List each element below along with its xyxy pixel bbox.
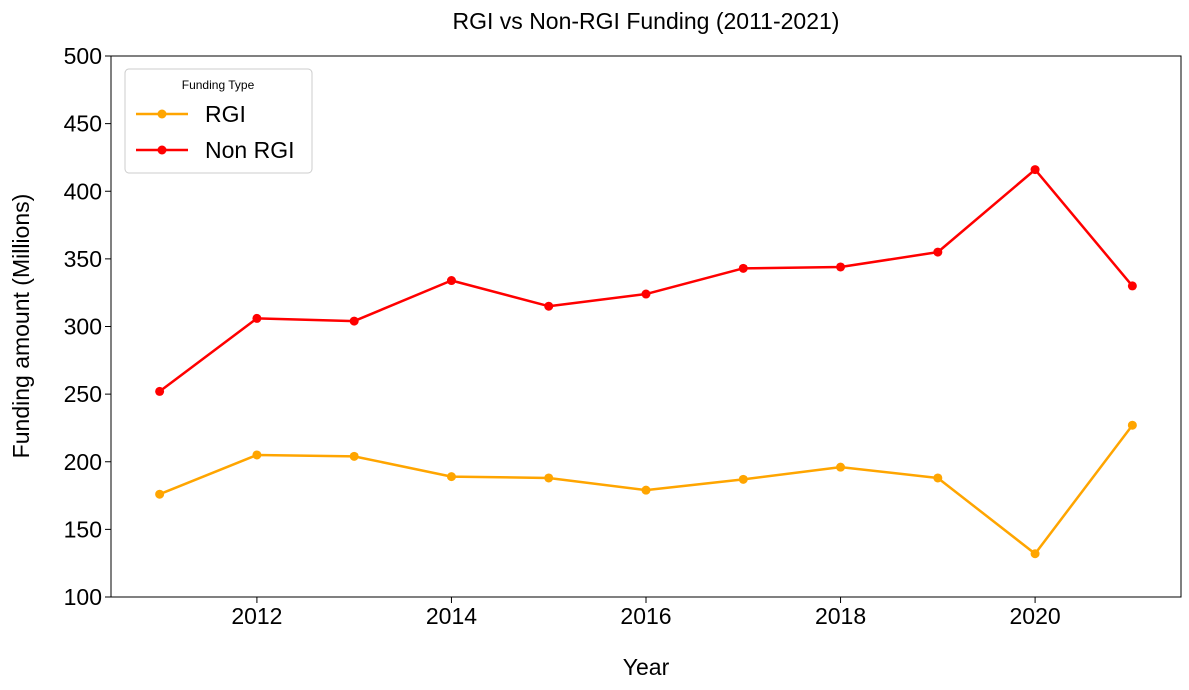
data-point [641, 485, 651, 495]
series-layer [155, 165, 1137, 559]
data-point [1127, 420, 1137, 430]
data-point [349, 316, 359, 326]
x-tick-label: 2020 [1010, 603, 1061, 629]
data-point [446, 276, 456, 286]
data-point [155, 386, 165, 396]
y-tick-label: 150 [64, 516, 102, 542]
legend-marker [157, 109, 167, 119]
x-tick-label: 2014 [426, 603, 477, 629]
y-tick-label: 100 [64, 584, 102, 610]
legend-title: Funding Type [182, 78, 255, 92]
data-point [933, 473, 943, 483]
data-point [1127, 281, 1137, 291]
data-point [544, 473, 554, 483]
y-tick-label: 450 [64, 111, 102, 137]
data-point [349, 451, 359, 461]
data-point [446, 472, 456, 482]
series-line [158, 168, 1134, 393]
x-axis: 2012 2014 2016 2018 2020 [231, 597, 1061, 629]
chart-title: RGI vs Non-RGI Funding (2011-2021) [453, 8, 840, 34]
y-tick-label: 300 [64, 314, 102, 340]
x-axis-label: Year [623, 654, 670, 680]
data-point [738, 263, 748, 273]
y-tick-label: 200 [64, 449, 102, 475]
y-tick-label: 500 [64, 43, 102, 69]
legend: Funding Type RGI Non RGI [124, 68, 313, 174]
data-point [836, 262, 846, 272]
data-point [738, 474, 748, 484]
data-point [544, 301, 554, 311]
series-1 [155, 420, 1137, 559]
data-point [836, 462, 846, 472]
x-tick-label: 2012 [231, 603, 282, 629]
data-point [155, 489, 165, 499]
y-tick-label: 350 [64, 246, 102, 272]
data-point [641, 289, 651, 299]
y-tick-label: 250 [64, 381, 102, 407]
x-tick-label: 2018 [815, 603, 866, 629]
legend-marker [157, 145, 167, 155]
data-point [252, 450, 262, 460]
data-point [933, 247, 943, 257]
legend-label: RGI [205, 101, 246, 127]
data-point [1030, 549, 1040, 559]
y-tick-label: 400 [64, 178, 102, 204]
legend-label: Non RGI [205, 137, 294, 163]
data-point [252, 313, 262, 323]
data-point [1030, 165, 1040, 175]
y-axis: 100 150 200 250 300 350 400 450 500 [64, 43, 111, 610]
legend-box [124, 68, 313, 174]
y-axis-label: Funding amount (Millions) [8, 194, 34, 459]
x-tick-label: 2016 [620, 603, 671, 629]
series-2 [155, 165, 1137, 396]
